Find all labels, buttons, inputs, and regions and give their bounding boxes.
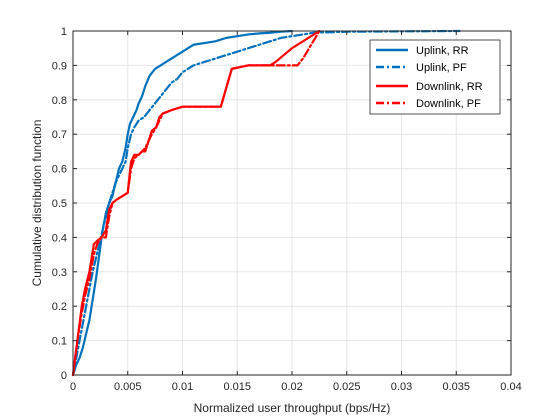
- y-tick-label: 1: [61, 26, 67, 38]
- x-tick-label: 0: [70, 381, 76, 393]
- series-layer: [71, 29, 461, 377]
- x-tick-label: 0.005: [114, 381, 142, 393]
- y-tick-label: 0.7: [52, 129, 67, 141]
- y-tick-label: 0.8: [52, 95, 67, 107]
- y-tick-label: 0.4: [52, 232, 67, 244]
- x-tick-label: 0.03: [391, 381, 412, 393]
- series-line-uplink-pf: [71, 29, 461, 377]
- series-line-downlink-pf: [71, 29, 321, 377]
- y-tick-label: 0.2: [52, 301, 67, 313]
- y-axis-label: Cumulative distribution function: [30, 120, 44, 287]
- x-tick-label: 0.015: [223, 381, 251, 393]
- legend: Uplink, RR Uplink, PF Downlink, RR Downl…: [369, 39, 501, 115]
- y-tick-label: 0.5: [52, 198, 67, 210]
- x-axis-label: Normalized user throughput (bps/Hz): [194, 401, 391, 415]
- legend-label-uplink-pf: Uplink, PF: [416, 62, 467, 74]
- y-tick-label: 0.1: [52, 336, 67, 348]
- legend-label-downlink-pf: Downlink, PF: [416, 98, 481, 110]
- y-tick-labels: 0 0.1 0.2 0.3 0.4 0.5 0.6 0.7 0.8 0.9 1: [52, 26, 67, 382]
- x-tick-label: 0.04: [500, 381, 521, 393]
- ticks: [72, 30, 512, 376]
- y-tick-label: 0.6: [52, 164, 67, 176]
- x-tick-label: 0.035: [442, 381, 470, 393]
- x-tick-label: 0.01: [172, 381, 193, 393]
- legend-label-downlink-rr: Downlink, RR: [416, 81, 483, 93]
- x-tick-label: 0.025: [333, 381, 361, 393]
- y-tick-label: 0: [61, 370, 67, 382]
- x-tick-label: 0.02: [281, 381, 302, 393]
- legend-box: [369, 39, 501, 115]
- y-tick-label: 0.9: [52, 60, 67, 72]
- x-tick-labels: 0 0.005 0.01 0.015 0.02 0.025 0.03 0.035 0.04: [70, 381, 522, 393]
- legend-label-uplink-rr: Uplink, RR: [416, 45, 469, 57]
- series-line-uplink-rr: [71, 29, 294, 377]
- y-tick-label: 0.3: [52, 267, 67, 279]
